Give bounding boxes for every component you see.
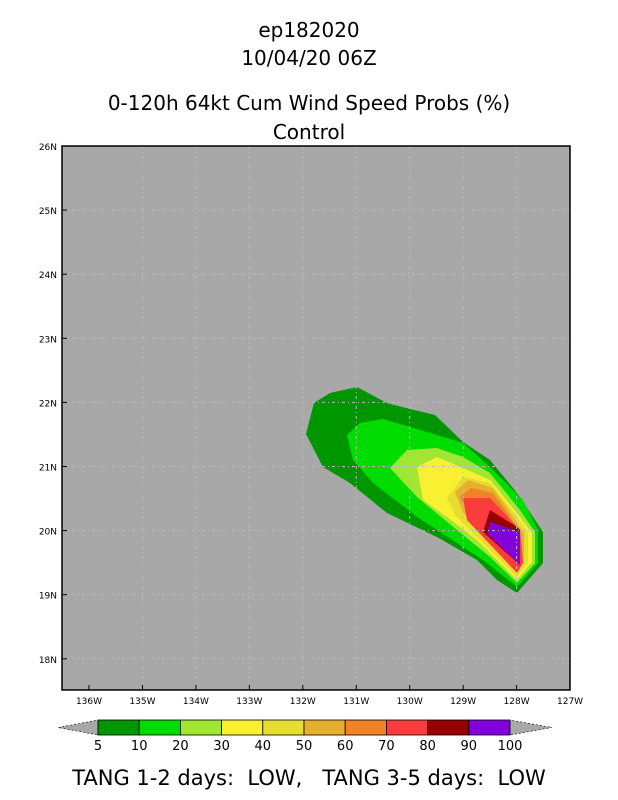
tang-summary: TANG 1-2 days: LOW, TANG 3-5 days: LOW xyxy=(72,766,546,790)
storm-id: ep182020 xyxy=(258,18,360,42)
y-tick-label: 26N xyxy=(39,143,57,153)
colorbar-swatch xyxy=(385,719,428,736)
colorbar-swatch xyxy=(221,719,264,736)
x-tick-label: 135W xyxy=(129,697,155,707)
y-tick-label: 22N xyxy=(39,399,57,409)
chart-title: 0-120h 64kt Cum Wind Speed Probs (%) xyxy=(107,91,511,115)
x-tick-label: 128W xyxy=(504,697,530,707)
x-tick-label: 132W xyxy=(290,697,316,707)
x-tick-label: 127W xyxy=(557,697,583,707)
colorbar-swatch xyxy=(179,719,222,736)
colorbar-label: 60 xyxy=(337,739,354,754)
colorbar-swatch xyxy=(344,719,387,736)
colorbar-swatch xyxy=(427,719,470,736)
colorbar-right-arrow xyxy=(509,719,553,736)
colorbar-swatch xyxy=(468,719,511,736)
y-tick-label: 24N xyxy=(39,271,57,281)
colorbar-label: 40 xyxy=(255,739,272,754)
colorbar-swatch xyxy=(262,719,305,736)
colorbar-label: 70 xyxy=(378,739,395,754)
y-tick-label: 25N xyxy=(39,207,57,217)
contour-90pct xyxy=(487,522,520,565)
x-tick-label: 129W xyxy=(450,697,476,707)
colorbar-label: 80 xyxy=(419,739,436,754)
x-tick-label: 136W xyxy=(76,697,102,707)
y-tick-label: 21N xyxy=(39,464,57,474)
y-tick-label: 18N xyxy=(39,656,57,666)
x-tick-label: 133W xyxy=(236,697,262,707)
colorbar-label: 20 xyxy=(172,739,189,754)
colorbar-label: 5 xyxy=(94,739,102,754)
colorbar-label: 10 xyxy=(131,739,148,754)
colorbar-label: 50 xyxy=(296,739,313,754)
y-tick-label: 20N xyxy=(39,528,57,538)
colorbar-swatch xyxy=(97,719,140,736)
colorbar-label: 90 xyxy=(461,739,478,754)
colorbar-swatch xyxy=(138,719,181,736)
x-tick-label: 134W xyxy=(183,697,209,707)
colorbar-label: 100 xyxy=(498,739,523,754)
y-tick-label: 19N xyxy=(39,592,57,602)
x-tick-label: 131W xyxy=(343,697,369,707)
x-tick-label: 130W xyxy=(397,697,423,707)
y-tick-label: 23N xyxy=(39,335,57,345)
datetime: 10/04/20 06Z xyxy=(241,46,377,70)
map-frame xyxy=(61,145,571,691)
chart-subtitle: Control xyxy=(272,120,346,144)
colorbar-left-arrow xyxy=(57,719,99,736)
colorbar-swatch xyxy=(303,719,346,736)
colorbar-label: 30 xyxy=(213,739,230,754)
